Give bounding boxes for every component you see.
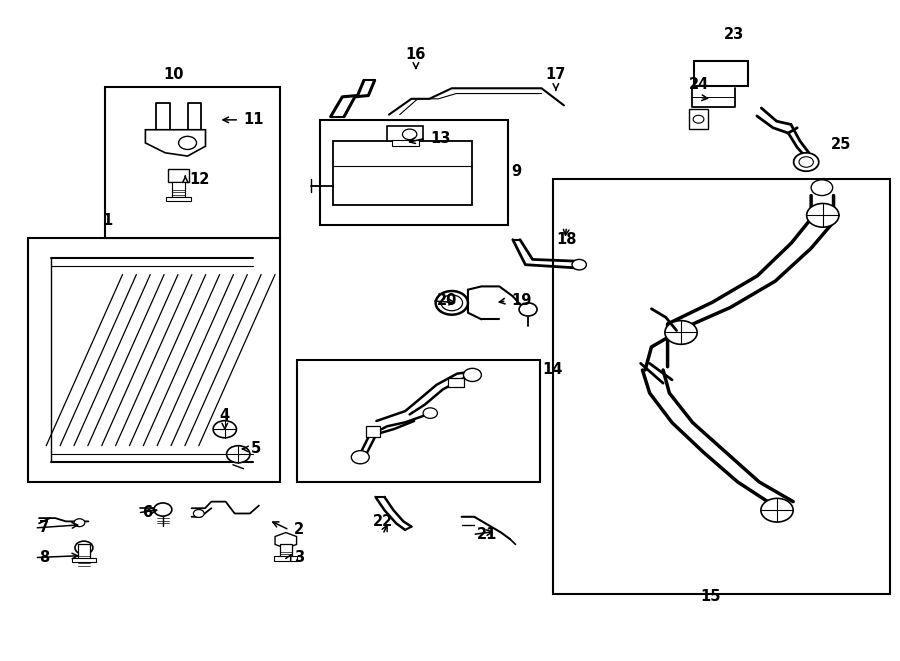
- Text: 4: 4: [220, 408, 230, 422]
- Circle shape: [441, 295, 463, 311]
- Circle shape: [811, 180, 832, 196]
- Text: 16: 16: [406, 47, 426, 62]
- Bar: [77, 545, 90, 559]
- Text: 6: 6: [142, 505, 152, 520]
- Polygon shape: [275, 533, 297, 549]
- Text: 20: 20: [436, 293, 457, 309]
- Circle shape: [423, 408, 437, 418]
- Bar: [392, 139, 418, 146]
- Text: 21: 21: [477, 527, 498, 542]
- Circle shape: [178, 136, 196, 149]
- Bar: [280, 545, 292, 558]
- Polygon shape: [146, 130, 205, 156]
- Circle shape: [227, 446, 250, 463]
- Text: 1: 1: [102, 214, 112, 229]
- Text: 11: 11: [244, 112, 264, 128]
- Bar: [166, 197, 191, 201]
- Text: 23: 23: [724, 27, 743, 42]
- Text: 19: 19: [511, 293, 531, 309]
- Circle shape: [74, 519, 85, 527]
- Text: 25: 25: [832, 137, 851, 153]
- Text: 22: 22: [373, 514, 392, 529]
- Circle shape: [760, 498, 793, 522]
- Circle shape: [806, 204, 839, 227]
- Text: 5: 5: [251, 442, 261, 457]
- Bar: [694, 61, 748, 86]
- Circle shape: [213, 420, 237, 438]
- Text: 14: 14: [543, 362, 562, 377]
- Text: 12: 12: [190, 172, 211, 186]
- Circle shape: [693, 115, 704, 123]
- Bar: [298, 360, 540, 482]
- Bar: [104, 87, 280, 239]
- Text: 15: 15: [700, 589, 720, 603]
- Circle shape: [402, 129, 417, 139]
- Circle shape: [75, 541, 93, 555]
- Circle shape: [799, 157, 814, 167]
- Bar: [688, 109, 708, 129]
- Text: 24: 24: [689, 77, 709, 93]
- Bar: [448, 377, 464, 387]
- Bar: [320, 120, 508, 225]
- Text: 17: 17: [545, 67, 566, 82]
- Bar: [333, 141, 472, 206]
- Circle shape: [194, 510, 204, 518]
- Text: 7: 7: [39, 520, 50, 535]
- Text: 3: 3: [294, 550, 304, 565]
- Bar: [172, 182, 184, 197]
- Text: 8: 8: [39, 550, 50, 565]
- Circle shape: [351, 451, 369, 464]
- Bar: [554, 179, 889, 594]
- Circle shape: [154, 503, 172, 516]
- Text: 10: 10: [164, 67, 184, 82]
- Text: 2: 2: [294, 522, 304, 537]
- Bar: [167, 169, 189, 182]
- Circle shape: [519, 303, 537, 316]
- Circle shape: [572, 259, 587, 270]
- Bar: [387, 126, 423, 141]
- Bar: [72, 559, 95, 563]
- Bar: [28, 239, 280, 482]
- Bar: [365, 426, 380, 438]
- Circle shape: [464, 368, 482, 381]
- Circle shape: [665, 321, 698, 344]
- Text: 13: 13: [430, 131, 451, 146]
- Circle shape: [436, 291, 468, 315]
- Circle shape: [794, 153, 819, 171]
- Text: 18: 18: [556, 232, 577, 247]
- Text: 9: 9: [511, 164, 521, 178]
- Bar: [274, 557, 298, 561]
